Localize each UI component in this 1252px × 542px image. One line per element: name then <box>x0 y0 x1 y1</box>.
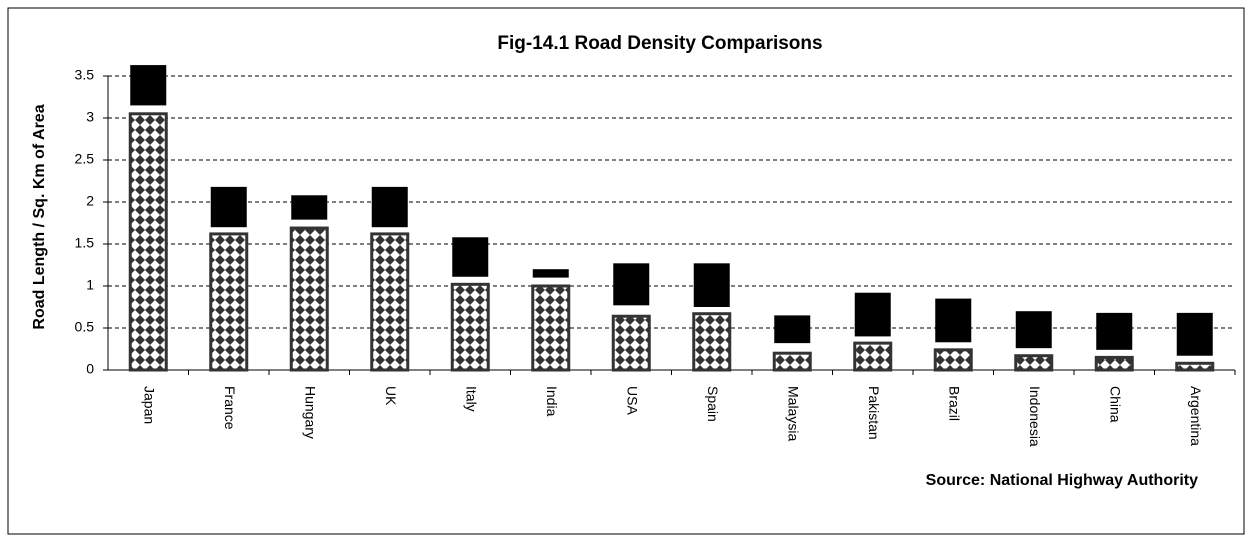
bar-segment <box>531 284 571 372</box>
x-tick-label: China <box>1108 386 1124 423</box>
bar-segment <box>371 186 408 228</box>
bar-segment <box>209 232 249 372</box>
bar-segment <box>933 348 973 372</box>
x-tick-label: Italy <box>464 386 480 412</box>
y-tick-label: 2.5 <box>75 151 95 167</box>
bar-segment <box>611 314 651 372</box>
x-tick-label: Malaysia <box>786 386 802 441</box>
x-tick-label: UK <box>383 386 399 406</box>
bar-segment <box>772 351 812 372</box>
y-tick-label: 0.5 <box>75 319 95 335</box>
x-tick-label: Brazil <box>947 386 963 421</box>
bar-segment <box>532 269 569 278</box>
bar-segment <box>289 226 329 372</box>
x-tick-label: France <box>222 386 238 430</box>
bar-segment <box>1176 312 1213 356</box>
y-axis-label: Road Length / Sq. Km of Area <box>31 104 48 329</box>
y-tick-label: 3.5 <box>75 67 95 83</box>
x-tick-label: Japan <box>142 386 158 424</box>
bar-segment <box>935 298 972 343</box>
bar-segment <box>452 237 489 277</box>
source-note: Source: National Highway Authority <box>926 472 1198 489</box>
x-tick-label: Indonesia <box>1027 386 1043 447</box>
x-tick-label: Argentina <box>1188 386 1204 446</box>
y-tick-label: 3 <box>86 109 94 125</box>
y-tick-label: 2 <box>86 193 94 209</box>
x-tick-label: Hungary <box>303 386 319 439</box>
bar-segment <box>774 315 811 344</box>
bar-segment <box>854 292 891 337</box>
x-tick-label: Spain <box>705 386 721 422</box>
bar-segment <box>1015 311 1052 349</box>
x-tick-label: India <box>544 386 560 417</box>
bar-segment <box>853 341 893 372</box>
bar-segment <box>1094 355 1134 372</box>
bar-segment <box>1175 361 1215 372</box>
y-tick-label: 0 <box>86 361 94 377</box>
bar-segment <box>613 263 650 306</box>
bar-segment <box>1096 312 1133 350</box>
bar-segment <box>692 312 732 372</box>
bar-segment <box>130 65 167 106</box>
bar-segment <box>450 282 490 372</box>
y-tick-label: 1 <box>86 277 94 293</box>
bar-segment <box>370 232 410 372</box>
x-tick-label: Pakistan <box>866 386 882 440</box>
bar-segment <box>693 263 730 307</box>
y-tick-label: 1.5 <box>75 235 95 251</box>
bar-segment <box>128 112 168 372</box>
bar-segment <box>291 195 328 220</box>
x-tick-label: USA <box>625 386 641 415</box>
bar-segment <box>210 186 247 228</box>
chart-title: Fig-14.1 Road Density Comparisons <box>497 33 822 54</box>
bar-segment <box>1014 354 1054 372</box>
